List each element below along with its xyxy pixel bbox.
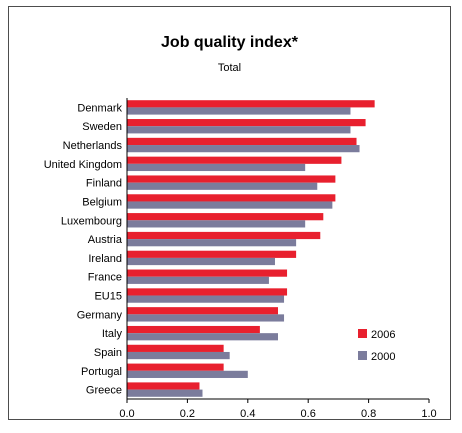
legend-swatch-2006 bbox=[358, 329, 367, 338]
bar-2006 bbox=[127, 325, 260, 334]
x-ticks-group: 0.0 0.2 0.4 0.6 0.8 1.0 bbox=[119, 399, 437, 420]
category-label: Italy bbox=[102, 328, 123, 340]
x-tick-label: 0.8 bbox=[361, 408, 376, 420]
bar-2000 bbox=[127, 182, 318, 190]
chart-frame bbox=[8, 6, 451, 420]
chart-subtitle: Total bbox=[217, 62, 242, 74]
bar-2006 bbox=[127, 382, 200, 390]
x-tick-label: 0.0 bbox=[119, 408, 134, 420]
category-label: Finland bbox=[86, 178, 122, 190]
category-label: Germany bbox=[77, 309, 123, 321]
bar-2000 bbox=[127, 239, 297, 247]
legend-label: 2006 bbox=[371, 329, 395, 341]
category-label: EU15 bbox=[94, 291, 122, 303]
legend-swatch-2000 bbox=[358, 351, 367, 360]
bar-2000 bbox=[127, 126, 351, 134]
category-label: Greece bbox=[86, 385, 122, 397]
bar-2000 bbox=[127, 163, 306, 172]
legend: 2006 2000 bbox=[358, 329, 395, 363]
bar-2000 bbox=[127, 389, 203, 397]
bar-2006 bbox=[127, 194, 336, 202]
legend-label: 2000 bbox=[371, 351, 395, 363]
bar-2006 bbox=[127, 269, 288, 277]
bar-2006 bbox=[127, 175, 336, 183]
bar-2006 bbox=[127, 250, 297, 258]
bar-2006 bbox=[127, 307, 278, 315]
bar-2000 bbox=[127, 145, 360, 153]
category-labels-group: Denmark Sweden Netherlands United Kingdom Fi… bbox=[44, 102, 123, 396]
category-label: Spain bbox=[94, 347, 122, 359]
category-label: Luxembourg bbox=[61, 215, 122, 227]
category-label: Denmark bbox=[77, 102, 122, 114]
bar-2000 bbox=[127, 295, 285, 303]
bar-2000 bbox=[127, 314, 285, 322]
category-label: United Kingdom bbox=[44, 159, 122, 171]
chart-title: Job quality index* bbox=[161, 34, 298, 51]
category-label: France bbox=[88, 272, 122, 284]
category-label: Austria bbox=[88, 234, 123, 246]
bar-2006 bbox=[127, 119, 366, 127]
bar-2006 bbox=[127, 156, 342, 164]
bars-group bbox=[127, 100, 375, 397]
bar-2006 bbox=[127, 137, 357, 146]
x-tick-label: 0.6 bbox=[301, 408, 316, 420]
bar-2000 bbox=[127, 276, 269, 284]
bar-2006 bbox=[127, 344, 224, 352]
bar-2000 bbox=[127, 107, 351, 115]
bar-2006 bbox=[127, 213, 324, 221]
bar-2006 bbox=[127, 231, 321, 240]
bar-2000 bbox=[127, 201, 333, 209]
bar-2006 bbox=[127, 288, 288, 296]
category-label: Netherlands bbox=[63, 140, 123, 152]
x-tick-label: 0.4 bbox=[240, 408, 255, 420]
bar-2000 bbox=[127, 220, 306, 228]
bar-2006 bbox=[127, 100, 375, 108]
category-label: Portugal bbox=[81, 366, 122, 378]
category-label: Sweden bbox=[82, 121, 122, 133]
bar-2000 bbox=[127, 333, 278, 341]
x-tick-label: 1.0 bbox=[421, 408, 436, 420]
bar-2006 bbox=[127, 363, 224, 371]
bar-2000 bbox=[127, 257, 275, 266]
x-tick-label: 0.2 bbox=[180, 408, 195, 420]
category-label: Belgium bbox=[82, 196, 122, 208]
bar-2000 bbox=[127, 370, 248, 378]
category-label: Ireland bbox=[88, 253, 122, 265]
bar-2000 bbox=[127, 351, 230, 360]
